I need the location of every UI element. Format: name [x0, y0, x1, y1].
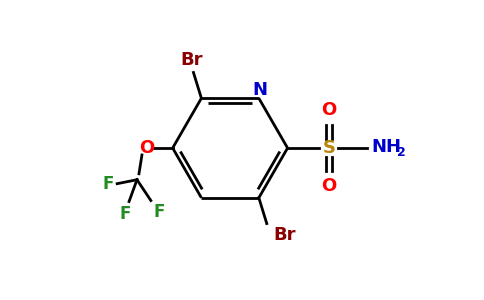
Text: O: O	[139, 139, 154, 157]
Text: NH: NH	[372, 138, 402, 156]
Text: F: F	[153, 203, 165, 221]
Text: Br: Br	[273, 226, 296, 244]
Text: O: O	[321, 101, 337, 119]
Text: S: S	[323, 139, 336, 157]
Text: N: N	[252, 81, 267, 99]
Text: 2: 2	[396, 146, 405, 160]
Text: Br: Br	[180, 51, 203, 69]
Text: F: F	[120, 206, 131, 224]
Text: F: F	[103, 175, 114, 193]
Text: O: O	[321, 177, 337, 195]
